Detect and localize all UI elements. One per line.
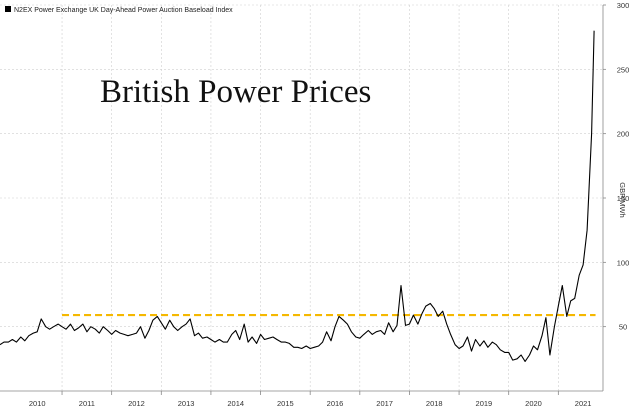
y-tick-label: 150 xyxy=(617,194,630,203)
legend-label: N2EX Power Exchange UK Day-Ahead Power A… xyxy=(14,7,233,14)
y-axis-label: GBP/MWh xyxy=(618,182,627,217)
x-tick-label: 2021 xyxy=(575,399,592,408)
x-tick-label: 2014 xyxy=(227,399,244,408)
x-axis: 2010 2011 2012 2013 2014 2015 2016 2017 2018 2019… xyxy=(29,391,592,408)
legend-swatch xyxy=(5,6,11,12)
y-tick-label: 200 xyxy=(617,130,630,139)
x-tick-label: 2017 xyxy=(376,399,393,408)
y-tick-label: 100 xyxy=(617,258,630,267)
grid-lines xyxy=(0,4,603,391)
x-tick-label: 2016 xyxy=(327,399,344,408)
y-tick-label: 50 xyxy=(619,323,627,332)
x-tick-label: 2013 xyxy=(178,399,195,408)
x-tick-label: 2015 xyxy=(277,399,294,408)
y-axis: 50 100 150 200 250 300 xyxy=(603,1,629,332)
chart-title: British Power Prices xyxy=(100,74,371,110)
y-tick-label: 300 xyxy=(617,1,630,10)
series-group xyxy=(0,30,595,362)
x-tick-label: 2020 xyxy=(525,399,542,408)
x-tick-label: 2018 xyxy=(426,399,443,408)
y-tick-label: 250 xyxy=(617,65,630,74)
x-tick-label: 2019 xyxy=(476,399,493,408)
legend: N2EX Power Exchange UK Day-Ahead Power A… xyxy=(5,6,233,14)
x-tick-label: 2012 xyxy=(128,399,145,408)
x-tick-label: 2011 xyxy=(79,399,95,408)
x-tick-label: 2010 xyxy=(29,399,46,408)
series-line xyxy=(0,30,595,362)
